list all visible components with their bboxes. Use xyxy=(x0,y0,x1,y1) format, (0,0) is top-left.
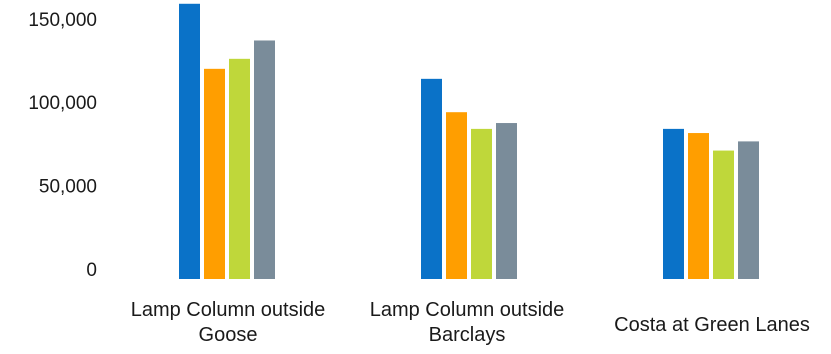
y-tick-label: 100,000 xyxy=(28,93,97,114)
x-category-label: Lamp Column outside Goose xyxy=(103,298,353,348)
bar xyxy=(179,3,200,280)
bar xyxy=(204,68,225,279)
bar xyxy=(663,128,684,279)
y-tick-label: 0 xyxy=(86,260,97,281)
x-category-label-line: Lamp Column outside xyxy=(130,299,326,321)
bar xyxy=(713,150,734,279)
bar xyxy=(421,78,442,279)
bar xyxy=(738,141,759,279)
x-category-label-line: Barclays xyxy=(428,324,506,346)
y-tick-label: 50,000 xyxy=(39,177,97,198)
x-category-label: Lamp Column outside Barclays xyxy=(342,298,592,348)
bar xyxy=(446,112,467,279)
x-category-label-line: Goose xyxy=(198,324,258,346)
x-category-label-line: Lamp Column outside xyxy=(369,299,565,321)
bar xyxy=(229,58,250,279)
y-tick-label: 150,000 xyxy=(28,10,97,31)
bar xyxy=(496,123,517,280)
y-axis-ticks: 0 50,000 100,000 150,000 xyxy=(28,10,97,281)
x-category-label: Costa at Green Lanes xyxy=(587,313,831,338)
bars-group xyxy=(179,3,759,280)
bar xyxy=(688,133,709,279)
bar xyxy=(254,40,275,280)
bar xyxy=(471,128,492,279)
x-category-label-line: Costa at Green Lanes xyxy=(614,314,810,336)
